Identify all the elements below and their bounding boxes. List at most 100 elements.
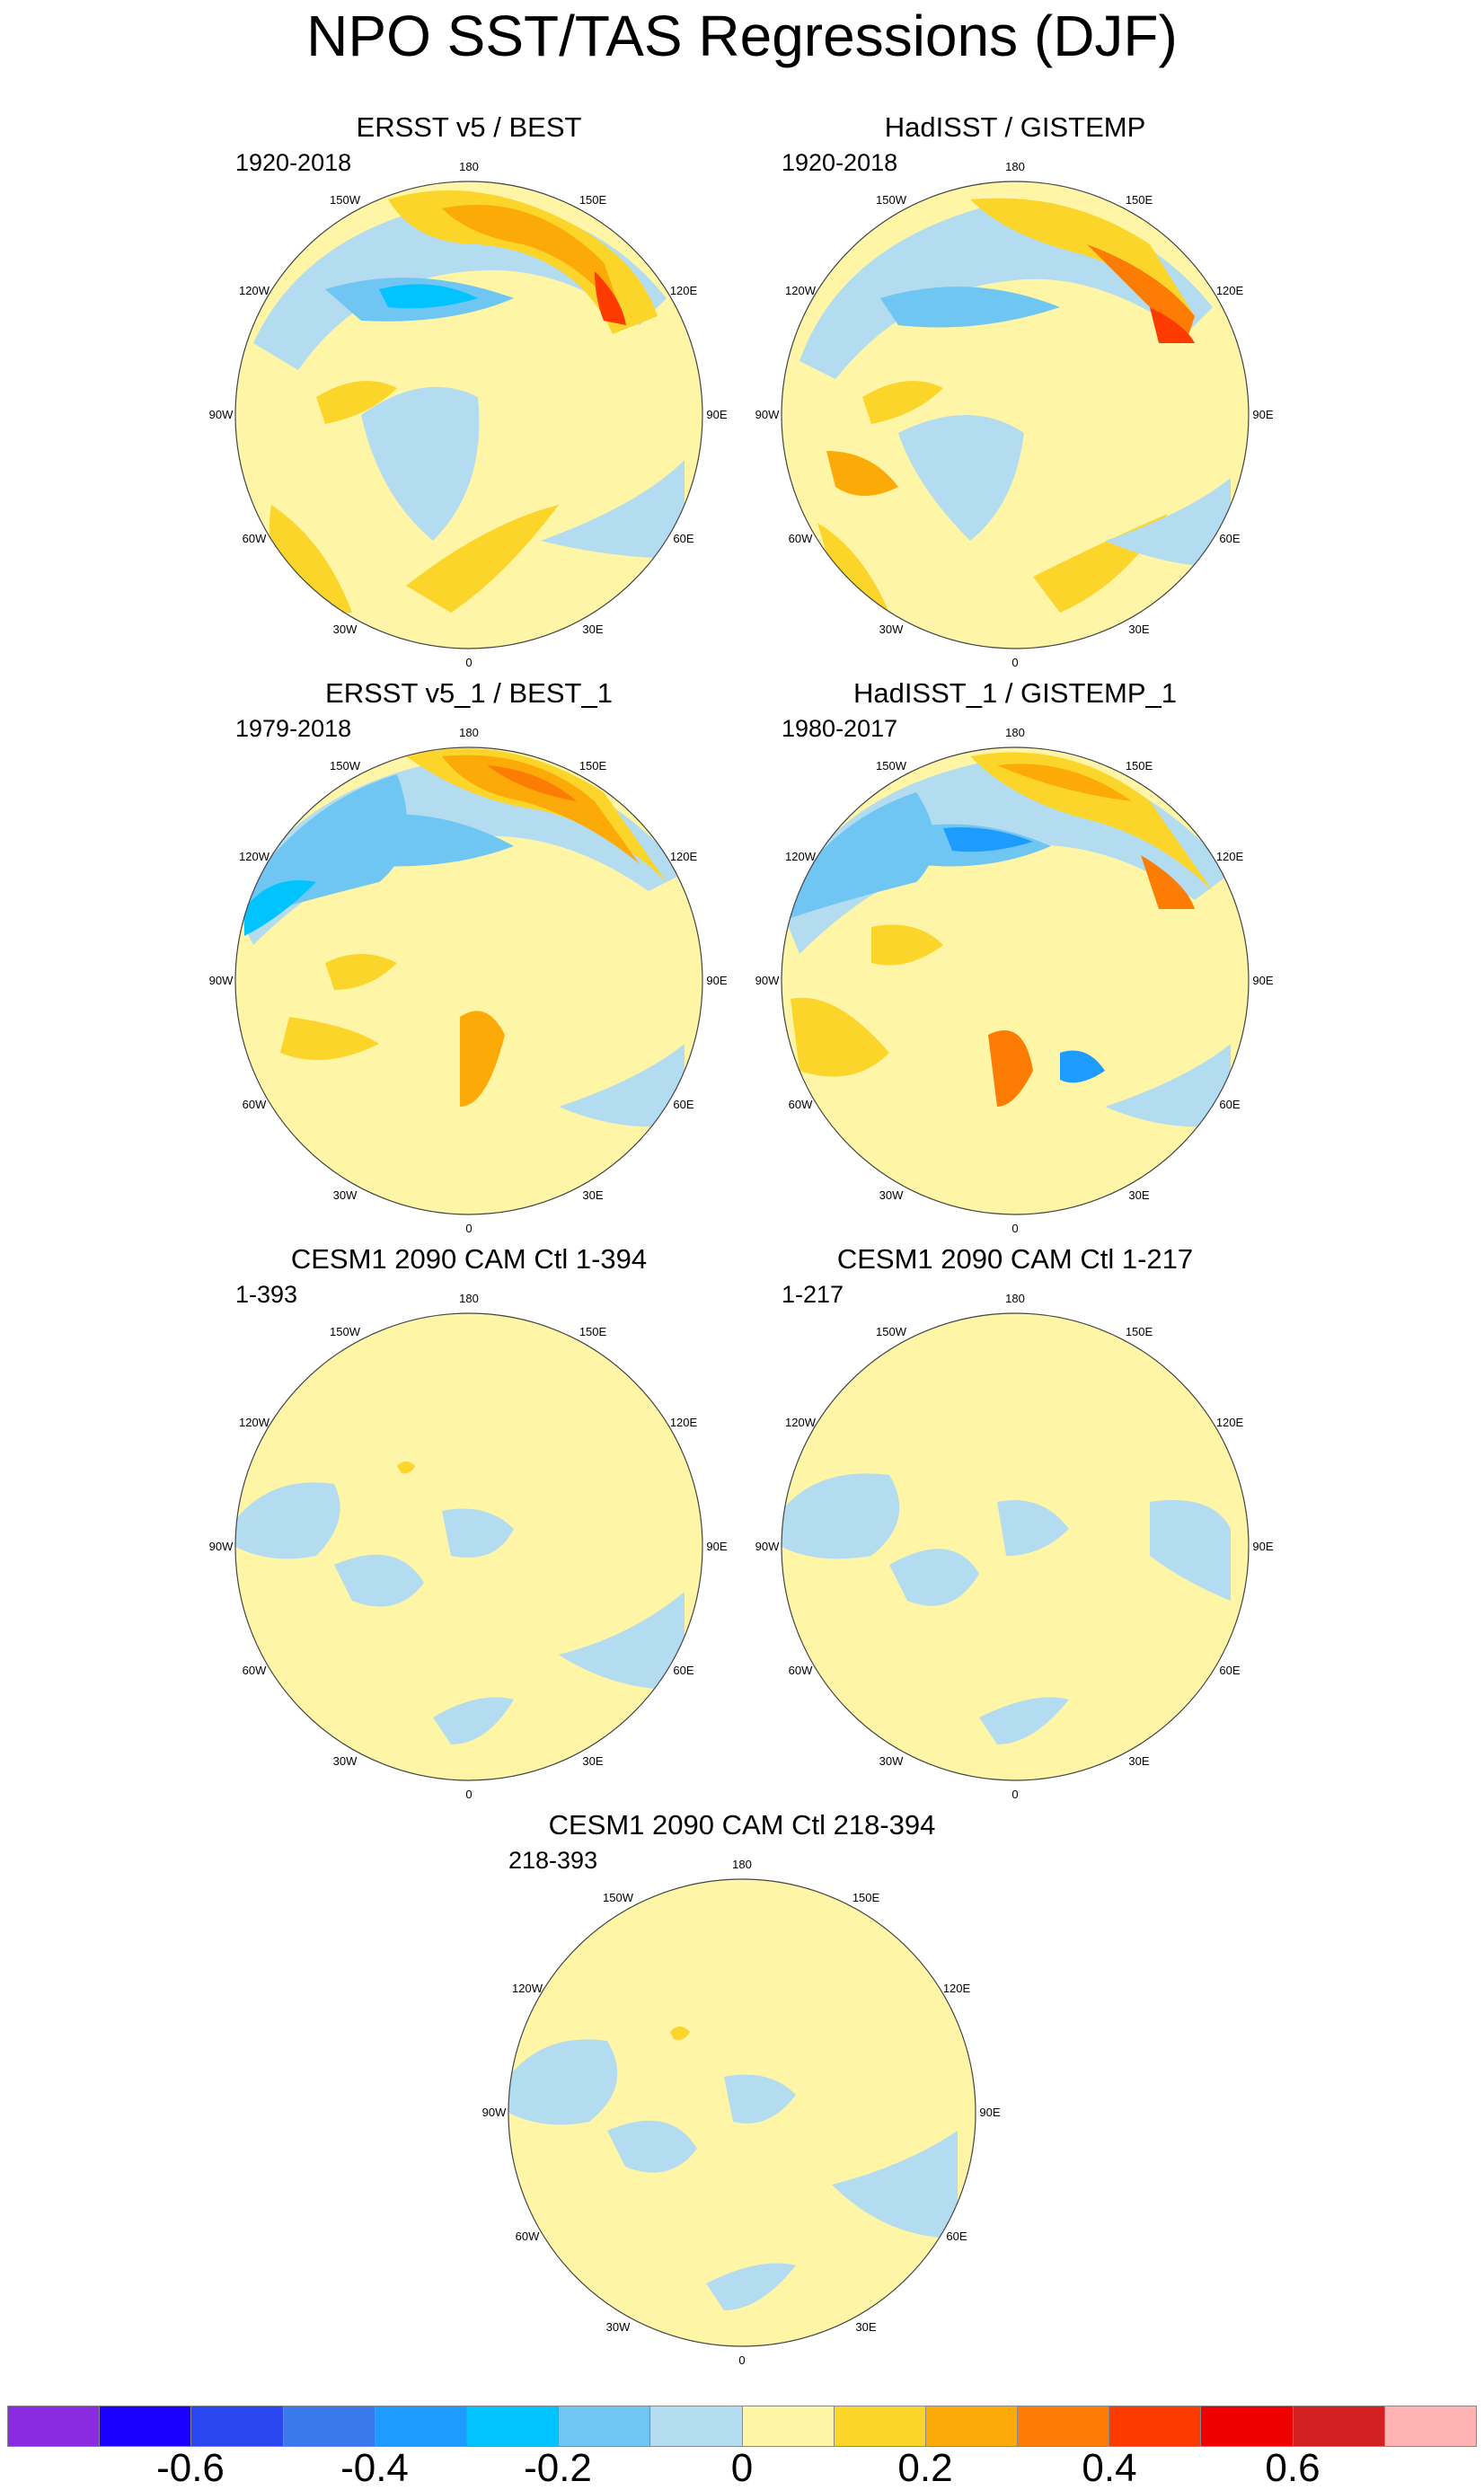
polar-map: 180 150E 120E 90E 60E 30E 0 30W 60W 90W 120W 150W: [209, 1292, 728, 1801]
colorbar-swatch: [1293, 2406, 1385, 2446]
polar-map: 180 150E 120E 90E 60E 30E 0 30W 60W 90W 120W 150W: [209, 726, 728, 1235]
longitude-label: 90E: [1252, 408, 1273, 421]
longitude-label: 60W: [516, 2230, 540, 2243]
longitude-label: 30E: [582, 1188, 603, 1202]
longitude-label: 30W: [333, 1754, 358, 1768]
panel-period: 1920-2018: [235, 149, 352, 176]
longitude-label: 150W: [330, 759, 361, 773]
colorbar-swatch: [1384, 2406, 1476, 2446]
longitude-label: 150W: [876, 759, 907, 773]
longitude-label: 120E: [1216, 850, 1244, 863]
longitude-label: 120W: [512, 1982, 543, 1995]
longitude-label: 30E: [1128, 1188, 1149, 1202]
colorbar-swatch: [1109, 2406, 1202, 2446]
longitude-label: 30E: [1128, 622, 1149, 636]
longitude-label: 60W: [243, 1098, 267, 1111]
colorbar-swatch: [191, 2406, 284, 2446]
colorbar-swatch: [466, 2406, 560, 2446]
longitude-label: 30E: [1128, 1754, 1149, 1768]
colorbar-swatch: [925, 2406, 1019, 2446]
colorbar-label: -0.2: [524, 2446, 592, 2490]
longitude-label: 120W: [785, 284, 817, 297]
polar-map: 180 150E 120E 90E 60E 30E 0 30W 60W 90W 120W 150W: [482, 1858, 1001, 2367]
longitude-label: 60W: [789, 532, 813, 545]
longitude-label: 120W: [239, 850, 270, 863]
longitude-label: 120W: [239, 1416, 270, 1429]
longitude-label: 120E: [943, 1982, 971, 1995]
polar-map: 180 150E 120E 90E 60E 30E 0 30W 60W 90W 120W 150W: [209, 160, 728, 669]
longitude-label: 120E: [670, 1416, 698, 1429]
panel-period: 1980-2017: [782, 715, 898, 742]
longitude-label: 60E: [1219, 1664, 1240, 1677]
map-panel-5: CESM1 2090 CAM Ctl 1-394 1-393 180 150E 12…: [209, 1241, 728, 1801]
longitude-label: 60E: [1219, 532, 1240, 545]
panel-title: ERSST v5 / BEST: [356, 111, 582, 143]
panel-title: ERSST v5_1 / BEST_1: [325, 677, 613, 709]
longitude-label: 90W: [209, 974, 234, 987]
longitude-label: 150E: [852, 1891, 880, 1904]
map-panel-3: ERSST v5_1 / BEST_1 1979-2018 180 150E 120…: [209, 675, 728, 1235]
polar-map: 180 150E 120E 90E 60E 30E 0 30W 60W 90W 120W 150W: [755, 1292, 1274, 1801]
figure-title: NPO SST/TAS Regressions (DJF): [306, 4, 1178, 68]
colorbar-label: -0.6: [156, 2446, 225, 2490]
longitude-label: 0: [1011, 656, 1018, 669]
colorbar-swatch: [650, 2406, 743, 2446]
longitude-label: 180: [459, 1292, 479, 1305]
longitude-label: 90E: [706, 408, 727, 421]
map-panel-1: ERSST v5 / BEST 1920-2018 180 150E 120E 90E…: [209, 110, 728, 669]
longitude-label: 90W: [755, 408, 780, 421]
longitude-label: 0: [465, 656, 472, 669]
longitude-label: 180: [459, 726, 479, 739]
panel-period: 1979-2018: [235, 715, 352, 742]
longitude-label: 90W: [482, 2106, 507, 2119]
panel-period: 1-217: [782, 1281, 844, 1308]
longitude-label: 60E: [1219, 1098, 1240, 1111]
longitude-label: 60E: [673, 532, 693, 545]
longitude-label: 120E: [670, 850, 698, 863]
panel-title: HadISST_1 / GISTEMP_1: [852, 677, 1178, 709]
longitude-label: 150E: [1126, 759, 1153, 773]
longitude-label: 0: [1011, 1788, 1018, 1801]
longitude-label: 180: [459, 160, 479, 173]
colorbar-swatch: [8, 2406, 101, 2446]
polar-map: 180 150E 120E 90E 60E 30E 0 30W 60W 90W 120W 150W: [755, 726, 1274, 1235]
longitude-label: 90E: [1252, 1540, 1273, 1553]
panel-title: CESM1 2090 CAM Ctl 218-394: [548, 1809, 936, 1841]
longitude-label: 60W: [243, 1664, 267, 1677]
longitude-label: 150W: [603, 1891, 634, 1904]
longitude-label: 180: [1005, 160, 1025, 173]
longitude-label: 30W: [606, 2320, 631, 2334]
colorbar: -0.6 -0.4 -0.2 0 0.2 0.4 0.6: [7, 2406, 1477, 2490]
panel-title: CESM1 2090 CAM Ctl 1-394: [290, 1243, 648, 1275]
longitude-label: 120E: [1216, 284, 1244, 297]
longitude-label: 150E: [579, 759, 607, 773]
longitude-label: 120W: [785, 1416, 817, 1429]
longitude-label: 90W: [755, 1540, 780, 1553]
colorbar-swatch: [742, 2406, 835, 2446]
colorbar-label: 0.6: [1265, 2446, 1321, 2490]
colorbar-swatch: [100, 2406, 192, 2446]
panel-period: 1920-2018: [782, 149, 898, 176]
map-panel-7: CESM1 2090 CAM Ctl 218-394 218-393 180 15…: [482, 1807, 1001, 2367]
longitude-label: 60W: [243, 532, 267, 545]
longitude-label: 180: [1005, 1292, 1025, 1305]
panel-period: 218-393: [508, 1847, 598, 1874]
panel-title: HadISST / GISTEMP: [884, 111, 1146, 143]
longitude-label: 0: [465, 1788, 472, 1801]
longitude-label: 180: [732, 1858, 752, 1871]
longitude-label: 0: [465, 1222, 472, 1235]
longitude-label: 120E: [1216, 1416, 1244, 1429]
longitude-label: 90W: [209, 1540, 234, 1553]
longitude-label: 30W: [333, 622, 358, 636]
longitude-label: 30E: [582, 1754, 603, 1768]
longitude-label: 150E: [1126, 1325, 1153, 1338]
map-panel-2: HadISST / GISTEMP 1920-2018 180 150E 120E 9…: [755, 110, 1274, 669]
colorbar-swatch: [559, 2406, 651, 2446]
longitude-label: 0: [1011, 1222, 1018, 1235]
longitude-label: 150W: [876, 1325, 907, 1338]
longitude-label: 60E: [673, 1664, 693, 1677]
map-panel-4: HadISST_1 / GISTEMP_1 1980-2017 180 150E 1…: [755, 675, 1274, 1235]
colorbar-label: 0: [730, 2446, 754, 2490]
panel-title: CESM1 2090 CAM Ctl 1-217: [836, 1243, 1194, 1275]
polar-map: 180 150E 120E 90E 60E 30E 0 30W 60W 90W 120W 150W: [755, 160, 1274, 669]
